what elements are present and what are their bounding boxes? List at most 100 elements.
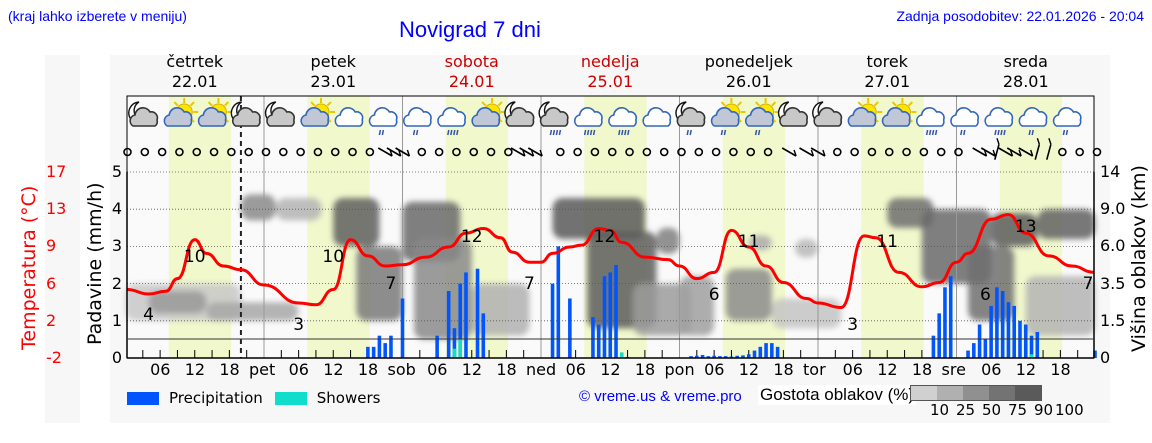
day-name: petek xyxy=(310,52,356,71)
precip-bar xyxy=(972,343,976,358)
sun-cloud-icon xyxy=(163,98,199,127)
y-tick-label: 14 xyxy=(1100,162,1121,181)
precip-bar xyxy=(1000,291,1005,358)
day-header-6: sreda 28.01 xyxy=(957,52,1095,92)
sun-cloud-light-rain-icon xyxy=(744,98,780,136)
moon-cloud-icon xyxy=(504,101,535,127)
precip-bar xyxy=(706,356,711,358)
temperature-axis-panel xyxy=(45,55,80,423)
x-tick-label: 12 xyxy=(600,360,621,379)
precip-bar xyxy=(948,276,953,358)
temperature-label: 7 xyxy=(1083,274,1094,294)
cloud-rain-icon xyxy=(984,107,1014,136)
page-title: Novigrad 7 dni xyxy=(399,17,541,42)
day-name: torek xyxy=(866,52,908,71)
precip-bar xyxy=(983,339,988,358)
precip-bar xyxy=(700,355,705,358)
moon-cloud-rain-icon xyxy=(538,101,569,136)
y-tick-label: 9 xyxy=(46,236,57,256)
x-tick-label: pet xyxy=(249,360,276,379)
x-tick-label: 12 xyxy=(738,360,760,379)
precipitation-swatch xyxy=(127,391,159,405)
precip-bar xyxy=(550,283,555,358)
scale-cell xyxy=(1015,386,1041,400)
showers-swatch xyxy=(274,391,307,405)
y-tick-label: 17 xyxy=(46,162,67,181)
y-tick-label: 2 xyxy=(46,310,57,330)
temperature-label: 6 xyxy=(980,285,991,305)
scale-cell xyxy=(937,386,963,400)
scale-cell xyxy=(911,386,937,400)
sun-cloud-icon xyxy=(881,98,917,127)
cloud-icon xyxy=(642,107,672,127)
y-tick-label: 0 xyxy=(111,348,122,367)
precip-bar xyxy=(614,265,618,358)
moon-cloud-icon xyxy=(230,101,261,127)
cloud-rain-icon xyxy=(573,107,603,136)
scale-label: 100 xyxy=(1055,401,1084,419)
y-tick-label: 2 xyxy=(111,273,122,293)
x-tick-label: 06 xyxy=(427,360,448,379)
day-name: sobota xyxy=(444,52,499,71)
precip-bar xyxy=(389,335,393,358)
legend: Precipitation Showers xyxy=(127,389,380,407)
precip-bar xyxy=(366,346,370,358)
cloud-rain-icon xyxy=(437,107,466,136)
cloud-density-scale xyxy=(910,385,1042,401)
precip-bar xyxy=(452,328,457,358)
temperature-label: 7 xyxy=(524,274,535,294)
day-header-0: četrtek 22.01 xyxy=(126,52,264,92)
cloud-light-rain-icon xyxy=(368,107,398,136)
precip-bar xyxy=(712,355,716,358)
day-date: 24.01 xyxy=(448,72,495,91)
sun-cloud-light-rain-icon xyxy=(710,98,746,136)
day-header-1: petek 23.01 xyxy=(264,52,402,92)
day-date: 23.01 xyxy=(310,72,357,91)
scale-label: 10 xyxy=(930,401,950,419)
weather-icons-row xyxy=(128,98,1082,136)
temperature-label: 7 xyxy=(386,274,397,294)
cloud-light-rain-icon xyxy=(1018,107,1048,136)
x-tick-label: 06 xyxy=(704,360,725,379)
precip-bar xyxy=(764,343,768,358)
sun-cloud-icon xyxy=(847,98,883,127)
y-tick-label: 6.0 xyxy=(1100,236,1126,256)
day-name: sreda xyxy=(1003,52,1048,71)
cloud-light-rain-icon xyxy=(950,107,979,136)
precip-bar xyxy=(481,313,486,358)
temperature-label: 11 xyxy=(876,232,898,252)
precip-bar xyxy=(1093,350,1097,358)
scale-label: 75 xyxy=(1008,401,1028,419)
temperature-label: 11 xyxy=(738,232,760,252)
x-tick-label: pon xyxy=(664,360,695,379)
precip-bar xyxy=(452,348,457,358)
x-tick-label: tor xyxy=(803,360,826,379)
precipitation-legend-label: Precipitation xyxy=(169,389,263,407)
x-tick-label: ned xyxy=(526,360,557,379)
y-tick-label: 13 xyxy=(46,199,67,219)
cloud-light-rain-icon xyxy=(1052,107,1082,136)
cloud-light-rain-icon xyxy=(402,107,432,136)
temperature-line xyxy=(126,213,1095,309)
sun-cloud-icon xyxy=(471,98,506,127)
x-tick-label: 06 xyxy=(565,360,586,379)
precip-bar xyxy=(608,272,613,358)
day-date: 28.01 xyxy=(1002,72,1049,91)
showers-legend-label: Showers xyxy=(316,389,381,407)
day-name: ponedeljek xyxy=(704,52,793,71)
temperature-label: 3 xyxy=(293,315,304,335)
precip-bar xyxy=(746,354,751,358)
location-menu-hint[interactable]: (kraj lahko izberete v meniju) xyxy=(8,8,187,24)
copyright-link[interactable]: © vreme.us & vreme.pro xyxy=(579,388,742,405)
x-tick-label: 12 xyxy=(1015,360,1037,379)
temperature-labels: 4 10 3 10 7 12 7 12 6 11 3 11 6 13 7 xyxy=(143,217,1093,335)
moon-cloud-icon xyxy=(264,101,295,127)
day-date: 25.01 xyxy=(587,72,634,91)
precip-bar xyxy=(464,272,468,358)
precip-bar xyxy=(752,350,757,358)
y-tick-label: 1.5 xyxy=(1100,310,1126,330)
day-name: nedelja xyxy=(580,52,640,71)
scale-label: 90 xyxy=(1034,401,1054,419)
x-tick-label: 18 xyxy=(911,360,933,379)
